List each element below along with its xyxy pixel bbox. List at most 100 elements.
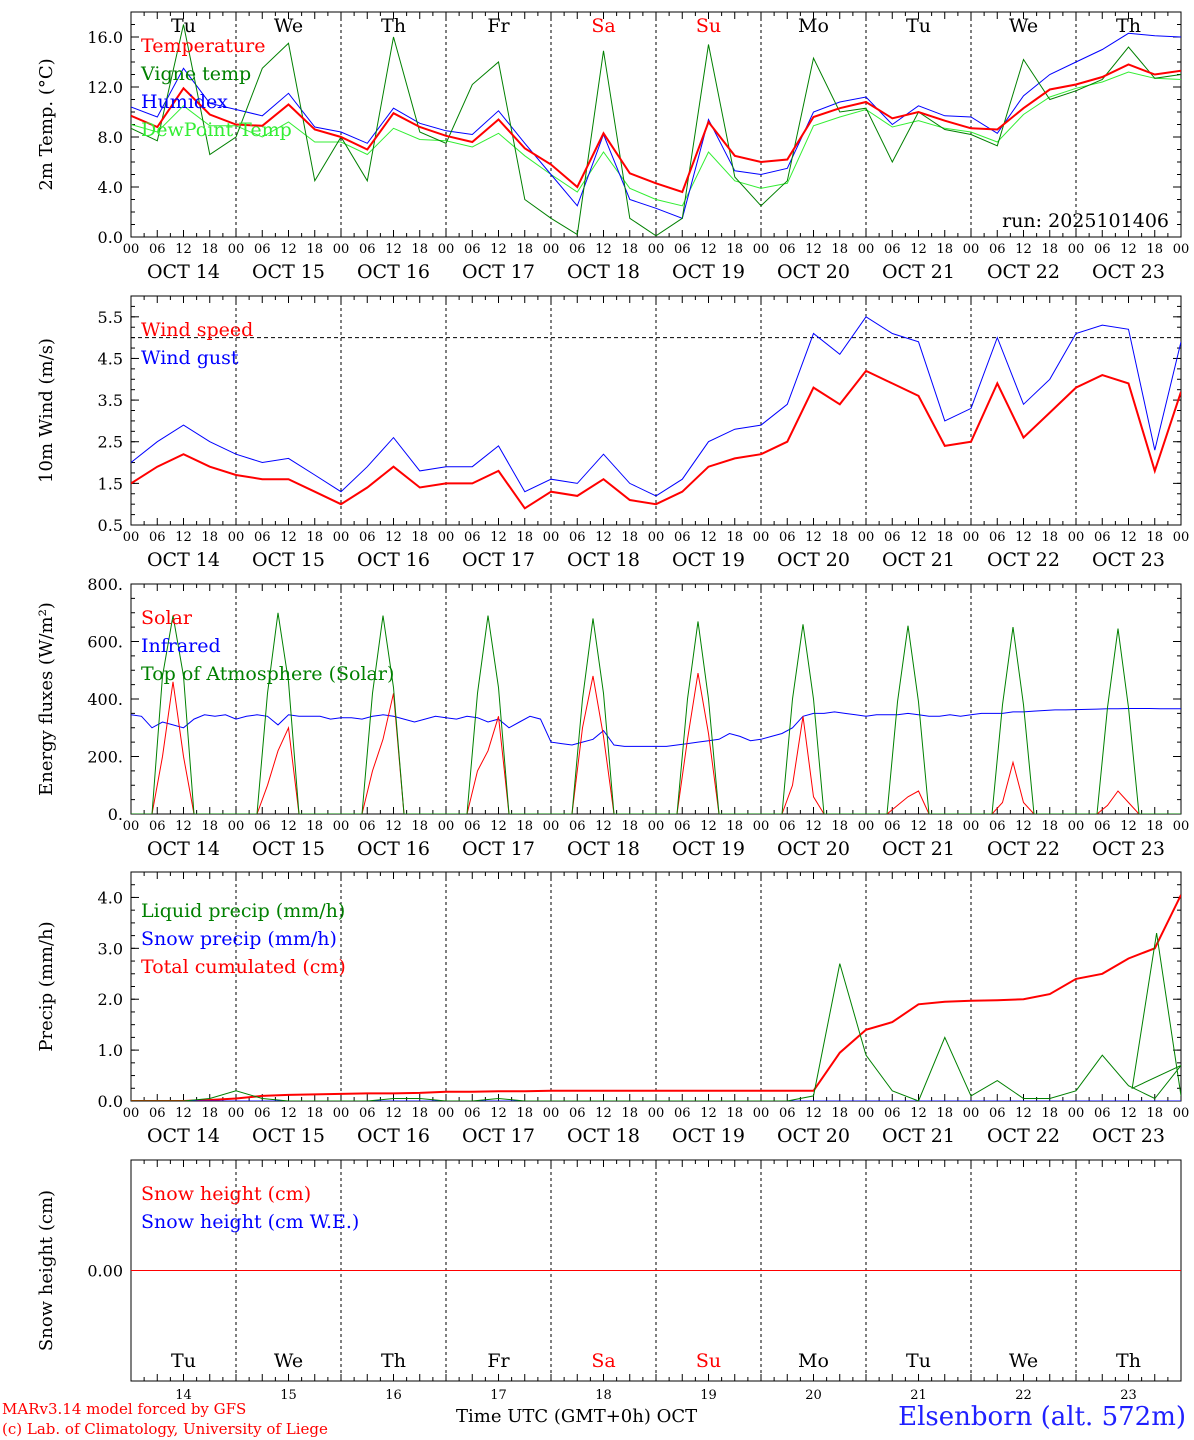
weekday-label: We bbox=[1009, 1350, 1038, 1372]
panel-5: 0.00 Snow height (cm) Snow height (cm) Snow… bbox=[36, 1159, 1182, 1403]
weekday-label: Sa bbox=[591, 1350, 615, 1372]
hour-tick-label: 00 bbox=[648, 242, 665, 257]
date-label: OCT 18 bbox=[567, 1125, 640, 1147]
hour-tick-label: 18 bbox=[306, 530, 323, 545]
y-axis-label: Energy fluxes (W/m²) bbox=[36, 602, 57, 796]
date-label: OCT 19 bbox=[672, 838, 745, 860]
hour-tick-label: 18 bbox=[1146, 530, 1163, 545]
hour-tick-label: 18 bbox=[1041, 1106, 1058, 1121]
hour-tick-label: 18 bbox=[936, 1106, 953, 1121]
hour-tick-label: 12 bbox=[700, 819, 717, 834]
y-axis-label: 10m Wind (m/s) bbox=[36, 338, 57, 483]
weekday-label: Tu bbox=[906, 1350, 931, 1372]
hour-tick-label: 06 bbox=[359, 242, 376, 257]
station-name: Elsenborn (alt. 572m) bbox=[898, 1402, 1186, 1432]
date-label: OCT 14 bbox=[147, 1125, 220, 1147]
series-line-vigne-temp bbox=[131, 24, 1181, 237]
hour-tick-label: 06 bbox=[674, 819, 691, 834]
hour-tick-label: 06 bbox=[149, 1106, 166, 1121]
date-label: OCT 17 bbox=[462, 838, 535, 860]
hour-tick-label: 06 bbox=[779, 242, 796, 257]
legend-entry: Liquid precip (mm/h) bbox=[141, 900, 345, 922]
y-tick-label: 12.0 bbox=[87, 78, 123, 97]
hour-tick-label: 00 bbox=[963, 242, 980, 257]
day-number-label: 19 bbox=[700, 1388, 717, 1403]
hour-tick-label: 06 bbox=[1094, 1106, 1111, 1121]
hour-tick-label: 12 bbox=[1015, 819, 1032, 834]
hour-tick-label: 00 bbox=[438, 530, 455, 545]
hour-tick-label: 12 bbox=[700, 1106, 717, 1121]
hour-tick-label: 18 bbox=[516, 242, 533, 257]
date-label: OCT 18 bbox=[567, 549, 640, 571]
hour-tick-label: 06 bbox=[884, 819, 901, 834]
hour-tick-label: 12 bbox=[805, 1106, 822, 1121]
hour-tick-label: 12 bbox=[910, 242, 927, 257]
hour-tick-label: 06 bbox=[464, 242, 481, 257]
hour-tick-label: 06 bbox=[1094, 819, 1111, 834]
hour-tick-label: 12 bbox=[1120, 530, 1137, 545]
day-number-label: 22 bbox=[1015, 1388, 1032, 1403]
run-annotation: run: 2025101406 bbox=[1002, 210, 1169, 232]
hour-tick-label: 18 bbox=[726, 1106, 743, 1121]
legend-entry: DewPoint Temp bbox=[141, 119, 292, 141]
weekday-label: Th bbox=[1116, 1350, 1141, 1372]
date-label: OCT 20 bbox=[777, 261, 850, 283]
y-tick-label: 0.00 bbox=[87, 1262, 123, 1281]
weekday-label: Fr bbox=[487, 15, 510, 37]
hour-tick-label: 00 bbox=[753, 242, 770, 257]
hour-tick-label: 00 bbox=[123, 530, 140, 545]
panel-4: 0.0 1.0 2.0 3.0 4.0 Precip (mm/h) 00 06 12 18 OCT … bbox=[36, 871, 1189, 1147]
hour-tick-label: 00 bbox=[858, 1106, 875, 1121]
weekday-label: Mo bbox=[798, 1350, 829, 1372]
hour-tick-label: 00 bbox=[858, 819, 875, 834]
panel-1: 0.0 4.0 8.0 12.0 16.0 2m Temp. (°C) 00 06 12 18 OC… bbox=[36, 11, 1190, 283]
y-axis-label: 2m Temp. (°C) bbox=[36, 58, 57, 190]
day-number-label: 16 bbox=[385, 1388, 402, 1403]
hour-tick-label: 00 bbox=[333, 1106, 350, 1121]
y-tick-label: 1.5 bbox=[98, 474, 123, 493]
date-label: OCT 14 bbox=[147, 261, 220, 283]
date-label: OCT 16 bbox=[357, 838, 430, 860]
hour-tick-label: 06 bbox=[989, 530, 1006, 545]
y-tick-label: 0.0 bbox=[98, 1092, 123, 1111]
series-line-total-cumulated-cm- bbox=[131, 894, 1181, 1101]
hour-tick-label: 00 bbox=[1173, 242, 1190, 257]
hour-tick-label: 00 bbox=[123, 819, 140, 834]
hour-tick-label: 00 bbox=[228, 819, 245, 834]
date-label: OCT 22 bbox=[987, 261, 1060, 283]
legend-entry: Humidex bbox=[141, 91, 228, 113]
series-line-solar bbox=[131, 673, 1181, 814]
y-tick-label: 3.0 bbox=[98, 939, 123, 958]
legend-entry: Snow height (cm W.E.) bbox=[141, 1211, 359, 1233]
hour-tick-label: 06 bbox=[254, 819, 271, 834]
weekday-label: We bbox=[274, 15, 303, 37]
hour-tick-label: 18 bbox=[201, 530, 218, 545]
y-axis-label: Precip (mm/h) bbox=[36, 921, 57, 1051]
y-tick-label: 800. bbox=[87, 575, 123, 594]
hour-tick-label: 18 bbox=[411, 819, 428, 834]
hour-tick-label: 12 bbox=[1015, 242, 1032, 257]
hour-tick-label: 06 bbox=[569, 819, 586, 834]
hour-tick-label: 00 bbox=[1068, 530, 1085, 545]
hour-tick-label: 12 bbox=[595, 530, 612, 545]
hour-tick-label: 00 bbox=[648, 819, 665, 834]
hour-tick-label: 18 bbox=[306, 242, 323, 257]
day-number-label: 18 bbox=[595, 1388, 612, 1403]
legend-entry: Wind speed bbox=[141, 319, 253, 341]
y-tick-label: 400. bbox=[87, 690, 123, 709]
y-tick-label: 2.5 bbox=[98, 433, 123, 452]
hour-tick-label: 00 bbox=[123, 1106, 140, 1121]
hour-tick-label: 06 bbox=[779, 1106, 796, 1121]
series-line-temperature bbox=[131, 63, 1181, 194]
hour-tick-label: 06 bbox=[149, 530, 166, 545]
hour-tick-label: 18 bbox=[1041, 819, 1058, 834]
series-line-liquid-precip-mm-h- bbox=[131, 933, 1181, 1101]
date-label: OCT 23 bbox=[1092, 1125, 1165, 1147]
hour-tick-label: 18 bbox=[516, 819, 533, 834]
day-number-label: 15 bbox=[280, 1388, 297, 1403]
hour-tick-label: 06 bbox=[359, 1106, 376, 1121]
date-label: OCT 21 bbox=[882, 549, 955, 571]
hour-tick-label: 12 bbox=[1120, 1106, 1137, 1121]
date-label: OCT 18 bbox=[567, 838, 640, 860]
day-number-label: 21 bbox=[910, 1388, 927, 1403]
